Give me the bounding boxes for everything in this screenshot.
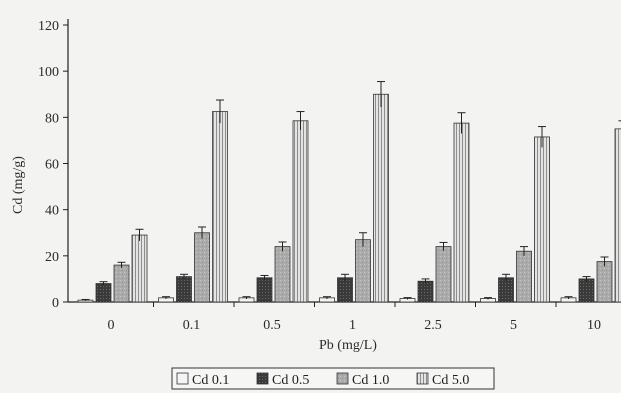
x-tick-label: 2.5 <box>424 318 442 333</box>
x-tick-label: 5 <box>510 318 517 333</box>
legend-label: Cd 1.0 <box>352 373 389 388</box>
legend-swatch <box>416 372 429 385</box>
y-tick-label: 20 <box>45 250 59 265</box>
bar <box>355 239 371 303</box>
x-axis-label: Pb (mg/L) <box>319 338 377 353</box>
bar <box>292 120 309 303</box>
legend-label: Cd 0.5 <box>272 373 309 388</box>
legend-label: Cd 0.1 <box>192 373 229 388</box>
legend-box <box>171 367 495 390</box>
y-tick-label: 40 <box>45 204 59 219</box>
bar <box>212 111 228 303</box>
bar <box>176 276 192 303</box>
bar <box>373 93 389 303</box>
legend: Cd 0.1 Cd 0.5 Cd 1.0 Cd 5.0 <box>171 367 495 390</box>
y-tick-label: 60 <box>45 158 59 173</box>
legend-swatch <box>176 372 189 385</box>
bar <box>95 283 112 303</box>
y-tick-label: 100 <box>38 65 59 80</box>
bar <box>534 136 550 303</box>
y-tick-label: 0 <box>52 296 59 311</box>
bar <box>417 280 434 303</box>
plot-area: 0 20 40 60 80 100 120 0 0.1 0.5 1 2.5 5 10 <box>38 19 621 333</box>
bar <box>113 264 130 303</box>
bar <box>596 261 613 303</box>
bar <box>578 278 595 303</box>
x-tick-label: 0 <box>108 318 115 333</box>
bar <box>498 277 514 303</box>
bar <box>194 232 210 303</box>
x-tick-label: 10 <box>587 318 601 333</box>
x-tick-label: 0.1 <box>183 318 201 333</box>
x-tick-label: 1 <box>349 318 356 333</box>
y-axis-label: Cd (mg/g) <box>11 156 26 214</box>
bar <box>453 122 470 303</box>
bar <box>516 250 532 303</box>
x-tick-label: 0.5 <box>263 318 281 333</box>
legend-label: Cd 5.0 <box>432 373 469 388</box>
legend-swatch <box>336 372 349 385</box>
bar <box>131 234 148 303</box>
bar <box>256 277 273 303</box>
bar <box>614 128 621 303</box>
bar <box>435 246 452 303</box>
legend-swatch <box>256 372 269 385</box>
y-tick-label: 80 <box>45 111 59 126</box>
bar <box>337 277 353 303</box>
y-tick-label: 120 <box>38 19 59 34</box>
bar <box>274 246 291 303</box>
